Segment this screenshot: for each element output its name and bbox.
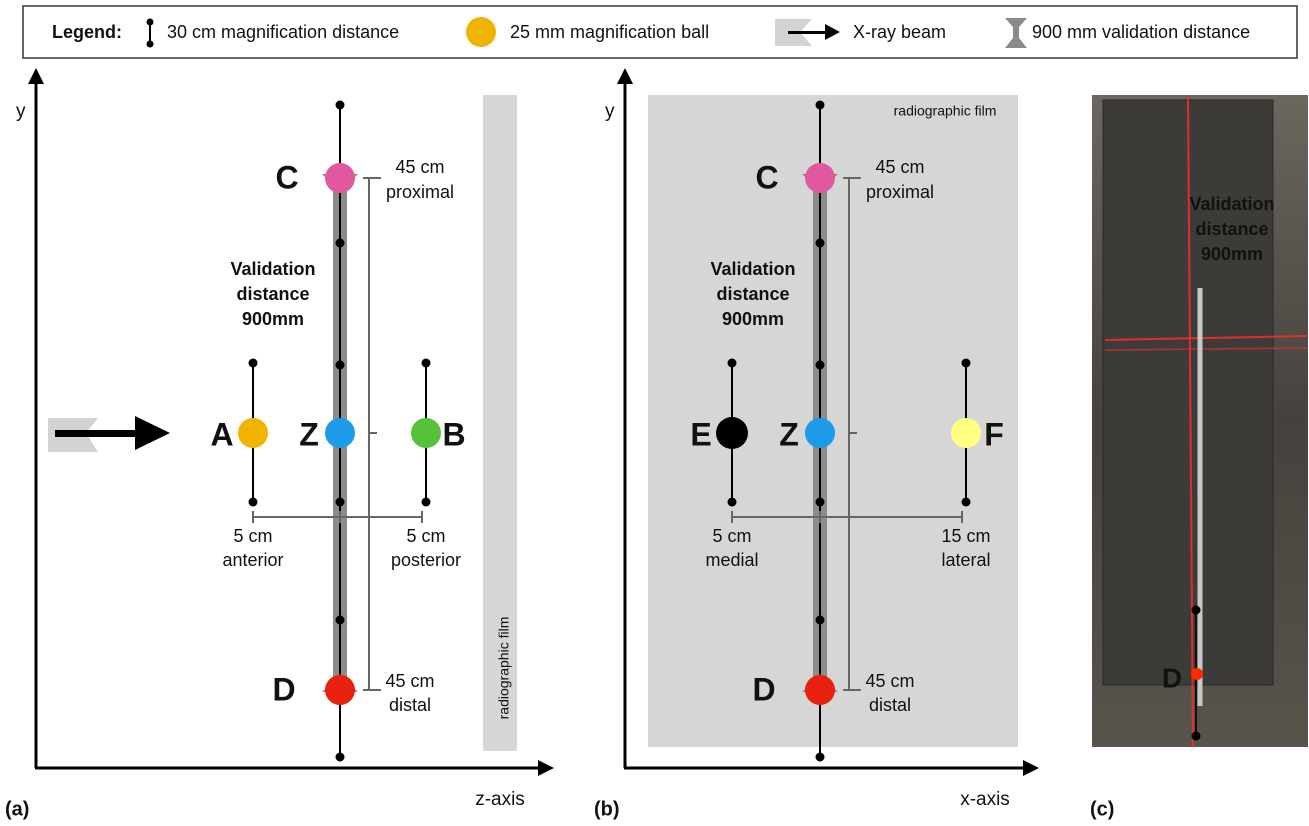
distance-label: anterior [222,550,283,570]
distance-label: proximal [866,182,934,202]
end-dot [249,498,258,507]
axis-arrow [28,68,44,84]
ball-label: D [1162,662,1182,693]
end-dot [1192,606,1201,615]
magnification-ball [411,418,441,448]
magnification-ball [805,418,835,448]
distance-label: distal [869,695,911,715]
distance-label: 45 cm [395,157,444,177]
legend-item: 900 mm validation distance [1032,22,1250,42]
legend-label: Legend: [52,22,122,42]
validation-label: Validation [710,259,795,279]
ball-label: C [755,159,778,195]
ball-label: Z [779,416,799,452]
distance-label: 5 cm [712,526,751,546]
ball-label: B [442,416,465,452]
axis-arrow [1023,760,1039,776]
ball-label: D [272,671,295,707]
end-dot [336,616,345,625]
ball-label: Z [299,416,319,452]
panel-tag: (c) [1090,798,1114,820]
end-dot [728,498,737,507]
film-label: radiographic film [894,103,997,119]
distance-label: lateral [941,550,990,570]
end-dot [336,239,345,248]
end-dot [962,359,971,368]
ball-label: F [984,416,1004,452]
end-dot [962,498,971,507]
end-dot [249,359,258,368]
x-axis-label: z-axis [475,789,525,810]
legend-item: 30 cm magnification distance [167,22,399,42]
magnification-ball [325,163,355,193]
axis-arrow [538,760,554,776]
figure: Legend: 30 cm magnification distance 25 mm… [0,0,1309,826]
magnification-ball [1191,668,1203,680]
distance-label: 15 cm [941,526,990,546]
page: Magnification validation setup {"legend"… [0,0,1309,826]
distance-label: 5 cm [233,526,272,546]
end-dot [1192,732,1201,741]
validation-label: distance [716,284,789,304]
end-dot [728,359,737,368]
magnification-ball [325,418,355,448]
magnification-ball [805,163,835,193]
ball-label: A [210,416,233,452]
end-dot [422,359,431,368]
end-dot [816,239,825,248]
magnification-ball [805,675,835,705]
validation-label: 900mm [722,309,784,329]
validation-label: distance [1195,219,1268,239]
validation-label: distance [236,284,309,304]
distance-label: distal [389,695,431,715]
ball-label: D [752,671,775,707]
distance-label: 45 cm [875,157,924,177]
end-dot [336,753,345,762]
legend-icon [147,19,154,26]
film-label: radiographic film [496,617,512,720]
body: Legend: 30 cm magnification distance 25 mm… [0,0,1309,826]
panel-tag: (a) [5,798,29,820]
magnification-ball [238,418,268,448]
end-dot [816,616,825,625]
distance-label: 45 cm [385,671,434,691]
magnification-ball [325,675,355,705]
end-dot [816,101,825,110]
end-dot [422,498,431,507]
ball-label: E [690,416,711,452]
magnification-ball [951,418,981,448]
distance-label: posterior [391,550,461,570]
end-dot [336,361,345,370]
y-axis-label: y [16,101,26,122]
x-axis-label: x-axis [960,789,1010,810]
validation-label: 900mm [242,309,304,329]
end-dot [336,101,345,110]
end-dot [816,498,825,507]
axis-arrow [617,68,633,84]
distance-label: 5 cm [406,526,445,546]
validation-label: 900mm [1201,244,1263,264]
panel-tag: (b) [594,798,620,820]
validation-label: Validation [1189,194,1274,214]
validation-label: Validation [230,259,315,279]
ball-label: C [275,159,298,195]
magnification-ball [716,417,748,449]
legend-item: X-ray beam [853,22,946,42]
distance-label: proximal [386,182,454,202]
end-dot [816,361,825,370]
legend-item: 25 mm magnification ball [510,22,709,42]
distance-label: 45 cm [865,671,914,691]
end-dot [336,498,345,507]
distance-label: medial [705,550,758,570]
y-axis-label: y [605,101,615,122]
legend-icon [466,17,496,47]
end-dot [816,753,825,762]
legend-icon [147,41,154,48]
